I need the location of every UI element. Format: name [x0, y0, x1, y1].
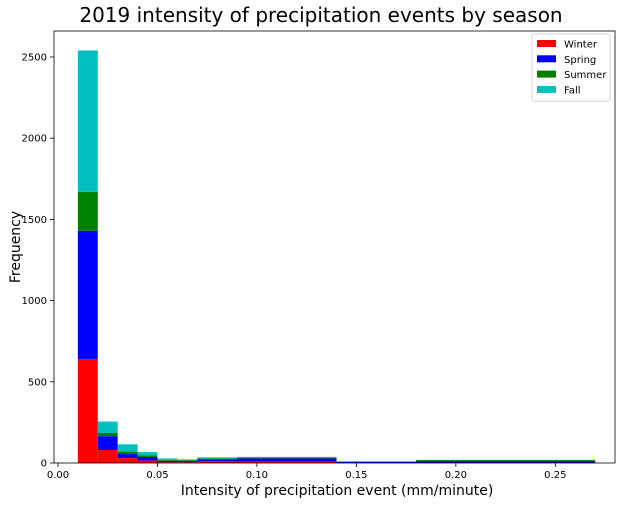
- x-tick-label: 0.15: [345, 470, 367, 481]
- bar-summer-bin-9: [416, 460, 596, 461]
- bar-fall-bin-0: [77, 50, 98, 192]
- bar-summer-bin-7: [237, 457, 337, 459]
- bar-spring-bin-4: [157, 460, 178, 463]
- legend-swatch-spring: [537, 55, 556, 63]
- bar-winter-bin-5: [177, 462, 198, 463]
- legend-swatch-winter: [537, 40, 556, 47]
- bar-fall-bin-6: [197, 457, 238, 459]
- chart-title: 2019 intensity of precipitation events b…: [79, 3, 562, 27]
- bar-summer-bin-1: [97, 432, 118, 437]
- bar-spring-bin-3: [137, 456, 158, 461]
- y-tick-label: 2500: [22, 52, 47, 63]
- bars-group: [77, 50, 596, 463]
- x-tick-label: 0.10: [246, 470, 268, 481]
- bar-fall-bin-1: [97, 421, 118, 433]
- y-tick-label: 1500: [22, 215, 47, 226]
- bar-winter-bin-0: [77, 359, 98, 463]
- x-tick-label: 0.00: [47, 470, 69, 481]
- bar-summer-bin-6: [197, 458, 238, 460]
- y-tick-label: 1000: [22, 296, 47, 307]
- legend-box: [531, 33, 611, 102]
- legend-swatch-fall: [537, 85, 556, 93]
- bar-spring-bin-9: [416, 460, 596, 463]
- bar-fall-bin-7: [237, 456, 337, 458]
- bar-winter-bin-2: [117, 458, 138, 463]
- bar-spring-bin-5: [177, 461, 198, 463]
- legend: Winter Spring Summer Fall: [531, 33, 611, 102]
- bar-fall-bin-2: [117, 444, 138, 452]
- plot-area: [54, 31, 615, 463]
- legend-label-winter: Winter: [564, 40, 598, 51]
- y-tick-label: 2000: [22, 134, 47, 145]
- axes-frame: [53, 30, 616, 464]
- bar-winter-bin-4: [157, 462, 178, 463]
- y-axis-title: Frequency: [8, 211, 24, 283]
- bar-spring-bin-8: [336, 461, 417, 463]
- y-tick-label: 500: [28, 377, 47, 388]
- axes-group: 0.00 0.05 0.10 0.15 0.20 0.25 0 500 1000 1500 2000…: [22, 30, 616, 481]
- x-tick-label: 0.05: [146, 470, 168, 481]
- bar-spring-bin-6: [197, 459, 238, 462]
- bar-fall-bin-4: [157, 458, 178, 461]
- bar-spring-bin-0: [77, 230, 98, 360]
- bar-winter-bin-3: [137, 460, 158, 463]
- legend-label-spring: Spring: [564, 55, 596, 66]
- bar-fall-bin-5: [177, 459, 198, 461]
- bar-summer-bin-2: [117, 451, 138, 455]
- bar-summer-bin-5: [177, 460, 198, 462]
- plot-background: [54, 31, 615, 463]
- legend-label-fall: Fall: [564, 85, 581, 96]
- bar-winter-bin-1: [97, 450, 118, 463]
- bar-spring-bin-7: [237, 458, 337, 462]
- bar-spring-bin-1: [97, 436, 118, 451]
- bar-spring-bin-2: [117, 454, 138, 459]
- bar-winter-bin-6: [197, 461, 238, 463]
- legend-label-summer: Summer: [564, 70, 607, 81]
- bar-summer-bin-3: [137, 455, 158, 457]
- bar-summer-bin-4: [157, 460, 178, 461]
- y-tick-label: 0: [41, 459, 47, 470]
- bar-summer-bin-0: [77, 191, 98, 231]
- bar-fall-bin-3: [137, 452, 158, 456]
- bar-winter-bin-7: [237, 461, 337, 463]
- x-tick-label: 0.25: [544, 470, 566, 481]
- legend-swatch-summer: [537, 70, 556, 78]
- x-tick-label: 0.20: [445, 470, 467, 481]
- x-axis-title: Intensity of precipitation event (mm/min…: [181, 483, 494, 499]
